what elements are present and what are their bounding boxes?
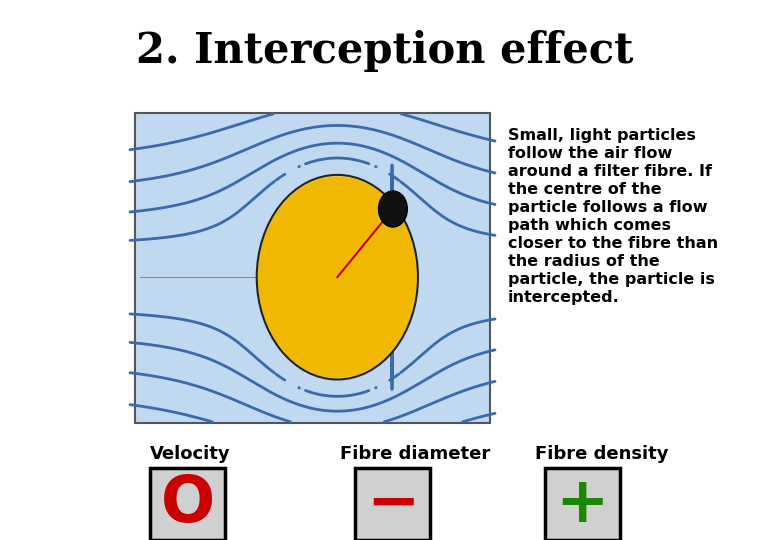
- Ellipse shape: [257, 176, 417, 379]
- Text: +: +: [555, 473, 609, 535]
- Ellipse shape: [258, 177, 417, 378]
- Ellipse shape: [378, 191, 407, 227]
- Ellipse shape: [258, 177, 417, 377]
- Text: Fibre density: Fibre density: [535, 445, 668, 463]
- Ellipse shape: [257, 175, 418, 379]
- Ellipse shape: [257, 176, 417, 379]
- Ellipse shape: [257, 176, 417, 378]
- Text: Small, light particles
follow the air flow
around a filter fibre. If
the centre : Small, light particles follow the air fl…: [508, 128, 718, 305]
- Text: 2. Interception effect: 2. Interception effect: [136, 30, 634, 72]
- Ellipse shape: [258, 177, 417, 377]
- Text: −: −: [366, 473, 420, 535]
- Text: Fibre diameter: Fibre diameter: [340, 445, 491, 463]
- FancyBboxPatch shape: [150, 468, 225, 540]
- Ellipse shape: [257, 176, 417, 379]
- Ellipse shape: [257, 175, 418, 380]
- Ellipse shape: [257, 176, 417, 379]
- Text: Velocity: Velocity: [150, 445, 231, 463]
- FancyBboxPatch shape: [545, 468, 620, 540]
- Ellipse shape: [257, 176, 417, 379]
- Text: O: O: [161, 473, 214, 535]
- FancyBboxPatch shape: [355, 468, 430, 540]
- Ellipse shape: [258, 177, 417, 378]
- Bar: [135, 113, 490, 423]
